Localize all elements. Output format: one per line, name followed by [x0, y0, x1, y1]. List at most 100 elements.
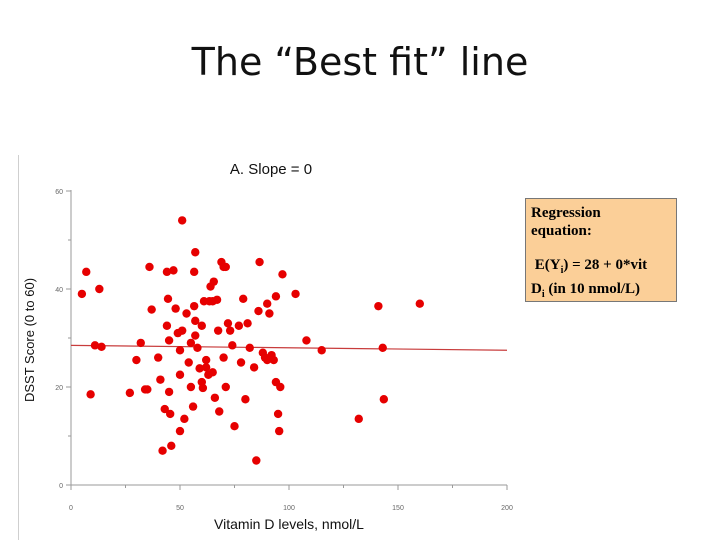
y-axis-label: DSST Score (0 to 60) [22, 278, 37, 402]
data-point [252, 456, 261, 465]
data-point [165, 409, 175, 419]
data-point [228, 341, 237, 350]
data-point [269, 355, 278, 365]
data-point [208, 368, 217, 377]
data-point [163, 294, 173, 303]
data-point [186, 338, 196, 348]
data-point [241, 395, 250, 404]
data-point [177, 216, 187, 225]
data-point [164, 336, 174, 345]
data-point [188, 402, 198, 411]
data-point [276, 382, 285, 392]
data-point [95, 284, 104, 294]
data-point [415, 299, 424, 308]
data-point [219, 353, 228, 362]
data-point [125, 388, 135, 398]
data-point [245, 343, 254, 352]
data-point [273, 409, 283, 419]
data-point [160, 404, 169, 414]
data-point [201, 363, 211, 372]
data-point [77, 289, 87, 299]
data-point [82, 267, 91, 277]
x-tick-label: 100 [283, 505, 295, 512]
data-point [215, 407, 224, 416]
x-axis-label: Vitamin D levels, nmol/L [214, 516, 364, 532]
data-point [154, 353, 163, 362]
data-point [136, 338, 145, 348]
x-tick-label: 200 [501, 505, 513, 512]
data-point [132, 355, 141, 365]
data-point [263, 299, 272, 308]
x-tick-label: 150 [392, 505, 404, 512]
data-point [271, 292, 281, 301]
data-point [167, 441, 176, 450]
data-point [234, 321, 244, 330]
data-point [175, 346, 185, 355]
y-tick-label: 20 [55, 385, 63, 392]
data-point [175, 426, 185, 436]
data-point [230, 422, 239, 431]
eq-line2-prefix: D [531, 281, 542, 297]
x-tick-label: 0 [69, 505, 73, 512]
eq-prefix: E(Y [534, 257, 561, 273]
callout-heading: Regression equation: [531, 204, 671, 240]
data-point [254, 306, 263, 316]
data-point [239, 294, 248, 303]
data-point [302, 336, 311, 345]
data-point [221, 382, 230, 392]
data-point [162, 321, 172, 330]
data-point [198, 383, 208, 393]
data-point [177, 326, 187, 335]
data-point [374, 301, 383, 311]
data-point [164, 387, 174, 397]
data-point [223, 319, 233, 328]
y-tick-label: 40 [55, 287, 63, 294]
data-point [145, 262, 154, 272]
data-point [169, 266, 178, 275]
data-point [175, 370, 185, 379]
data-point [191, 316, 200, 326]
data-point [171, 304, 180, 313]
data-point [191, 248, 200, 257]
data-point [225, 326, 235, 335]
data-point [243, 319, 252, 328]
data-point [249, 363, 259, 372]
data-point [236, 358, 246, 367]
data-point [182, 309, 191, 318]
eq-mid: ) = 28 + 0*vit [563, 257, 648, 273]
scatter-chart: A. Slope = 0 0 20 40 60 0 50 100 150 200 Vitamin… [22, 161, 513, 532]
regression-equation-callout: Regression equation: E(Yi) = 28 + 0*vit … [525, 198, 677, 302]
regression-equation: E(Yi) = 28 + 0*vit Di (in 10 nmol/L) [531, 256, 671, 304]
data-point [255, 257, 264, 267]
data-point [143, 385, 152, 394]
eq-subscript-i-2: i [541, 289, 545, 300]
data-point [86, 390, 95, 399]
y-tick-label: 60 [55, 189, 63, 196]
data-point [186, 382, 196, 392]
data-point [158, 446, 167, 455]
eq-line2-rest: (in 10 nmol/L) [544, 281, 641, 297]
data-point [354, 414, 363, 424]
data-point [189, 267, 199, 277]
data-point [213, 326, 223, 335]
scatter-figure: A. Slope = 0 0 20 40 60 0 50 100 150 200 Vitamin… [18, 155, 523, 540]
data-point [221, 262, 230, 272]
callout-heading-line1: Regression [531, 205, 601, 221]
data-point [191, 331, 200, 340]
eq-subscript-i: i [560, 265, 564, 276]
data-point [184, 358, 193, 367]
slide-title: The “Best fit” line [191, 40, 529, 84]
data-point [274, 426, 284, 436]
data-point [201, 355, 211, 365]
data-point [90, 341, 100, 350]
regression-line [70, 344, 508, 351]
data-point [156, 375, 165, 384]
data-point [317, 346, 326, 355]
data-point [195, 364, 204, 373]
data-point [291, 289, 300, 299]
data-point [180, 414, 189, 424]
data-point [209, 277, 218, 286]
data-point [189, 301, 199, 311]
data-point [378, 343, 387, 352]
x-tick-label: 50 [176, 505, 184, 512]
